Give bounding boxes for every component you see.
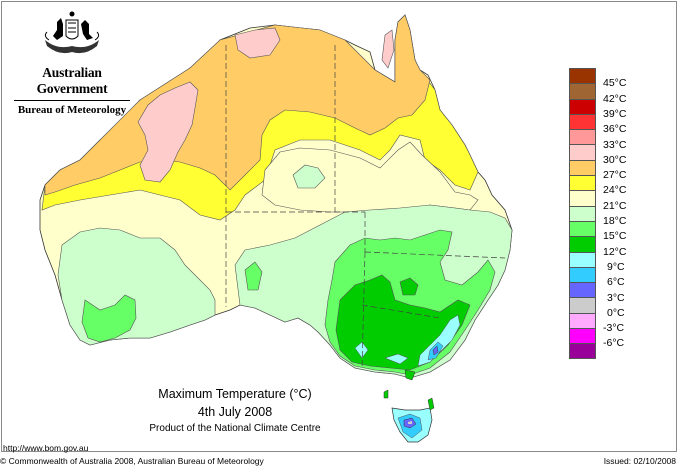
legend-swatch	[569, 129, 596, 145]
legend-label: 24°C	[603, 184, 627, 197]
temperature-legend: 45°C 42°C 39°C 36°C 33°C 30°C 27°C 24°C …	[569, 68, 626, 359]
legend-label: 21°C	[603, 199, 627, 212]
legend-label: 0°C	[607, 306, 625, 319]
legend-swatch	[569, 205, 596, 221]
legend-swatch	[569, 144, 596, 160]
legend-label: 33°C	[603, 138, 627, 151]
legend-swatch	[569, 297, 596, 313]
legend-label: 45°C	[603, 77, 627, 90]
legend-label: 27°C	[603, 169, 627, 182]
coat-of-arms-icon	[44, 11, 100, 54]
map-frame	[1, 1, 677, 452]
government-logo: Australian Government Bureau of Meteorol…	[8, 10, 136, 116]
legend-swatch	[569, 68, 596, 84]
copyright-notice: © Commonwealth of Australia 2008, Austra…	[0, 456, 264, 466]
legend-swatch	[569, 282, 596, 298]
legend-swatch	[569, 113, 596, 130]
logo-divider	[14, 100, 130, 101]
legend-label: 39°C	[603, 107, 627, 120]
legend-label: 18°C	[603, 215, 627, 227]
agency-name: Bureau of Meteorology	[17, 104, 127, 116]
legend-swatch	[569, 328, 596, 344]
legend-label: 3°C	[607, 291, 625, 304]
legend-swatch	[569, 236, 596, 252]
legend-label: 9°C	[607, 260, 625, 273]
map-title-block: Maximum Temperature (°C) 4th July 2008 P…	[120, 386, 350, 436]
legend-label: 36°C	[603, 123, 627, 136]
legend-label: -3°C	[603, 322, 625, 335]
government-name: Australian Government	[36, 65, 108, 96]
bom-url-link[interactable]: http://www.bom.gov.au	[3, 443, 89, 453]
legend-swatches	[569, 68, 596, 359]
issued-date: Issued: 02/10/2008	[603, 456, 676, 466]
legend-swatch	[569, 98, 596, 114]
legend-swatch	[569, 83, 596, 99]
legend-swatch	[569, 266, 596, 283]
legend-swatch	[569, 159, 596, 176]
legend-swatch	[569, 312, 596, 329]
legend-label: -6°C	[603, 337, 625, 350]
legend-swatch	[569, 190, 596, 206]
legend-label: 6°C	[607, 276, 625, 289]
legend-label: 12°C	[603, 245, 627, 258]
legend-label: 42°C	[603, 92, 627, 105]
legend-label: 15°C	[603, 230, 627, 243]
legend-swatch	[569, 175, 596, 191]
legend-label: 30°C	[603, 153, 627, 166]
product-credit: Product of the National Climate Centre	[149, 423, 321, 434]
legend-swatch	[569, 343, 596, 359]
map-date: 4th July 2008	[197, 405, 273, 419]
legend-swatch	[569, 220, 596, 237]
map-title: Maximum Temperature (°C)	[158, 387, 312, 401]
legend-swatch	[569, 251, 596, 267]
